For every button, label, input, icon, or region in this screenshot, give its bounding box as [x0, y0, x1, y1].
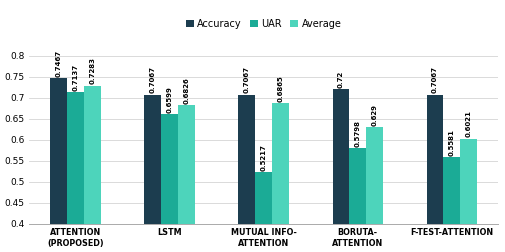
Bar [427, 95, 443, 252]
Text: 0.7067: 0.7067 [432, 67, 438, 93]
Text: 0.6021: 0.6021 [465, 111, 471, 137]
Bar [178, 105, 194, 252]
Bar [460, 139, 477, 252]
Text: 0.72: 0.72 [338, 71, 344, 88]
Text: 0.629: 0.629 [371, 104, 377, 126]
Text: 0.7067: 0.7067 [150, 67, 156, 93]
Bar [161, 114, 178, 252]
Text: 0.5798: 0.5798 [355, 120, 361, 147]
Bar [332, 89, 349, 252]
Bar [443, 157, 460, 252]
Legend: Accuracy, UAR, Average: Accuracy, UAR, Average [186, 19, 341, 29]
Bar [255, 172, 272, 252]
Text: 0.7283: 0.7283 [89, 57, 95, 84]
Bar [238, 95, 255, 252]
Bar [349, 148, 366, 252]
Text: 0.5217: 0.5217 [261, 144, 267, 171]
Bar [67, 92, 84, 252]
Text: 0.7067: 0.7067 [244, 67, 250, 93]
Bar [144, 95, 161, 252]
Text: 0.7467: 0.7467 [56, 50, 62, 77]
Bar [272, 103, 289, 252]
Bar [84, 86, 100, 252]
Text: 0.6599: 0.6599 [167, 86, 173, 113]
Text: 0.7137: 0.7137 [73, 64, 79, 90]
Bar [366, 127, 383, 252]
Text: 0.6865: 0.6865 [277, 75, 283, 102]
Text: 0.5581: 0.5581 [448, 129, 454, 156]
Text: 0.6826: 0.6826 [183, 77, 189, 104]
Bar [50, 78, 67, 252]
